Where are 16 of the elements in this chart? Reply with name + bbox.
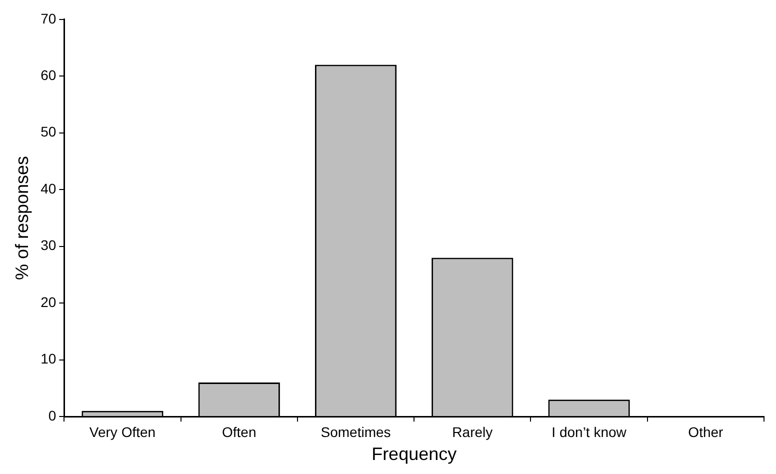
y-tick-label: 70 (40, 10, 56, 26)
y-axis-title: % of responses (12, 156, 32, 280)
y-tick-label: 60 (40, 67, 56, 83)
y-tick-label: 40 (40, 180, 56, 196)
x-tick-label: Other (688, 424, 724, 440)
x-axis-title: Frequency (372, 444, 457, 464)
x-tick-label: Sometimes (320, 424, 391, 440)
y-tick-label: 30 (40, 237, 56, 254)
y-tick-label: 0 (48, 407, 56, 424)
y-tick-label: 50 (40, 124, 56, 140)
x-tick-label: Very Often (89, 424, 156, 440)
x-tick-label: I don’t know (552, 424, 628, 440)
x-tick-label: Often (222, 424, 256, 440)
x-tick-label: Rarely (452, 424, 493, 440)
y-tick-label: 10 (40, 350, 56, 367)
y-tick-label: 20 (40, 294, 56, 310)
